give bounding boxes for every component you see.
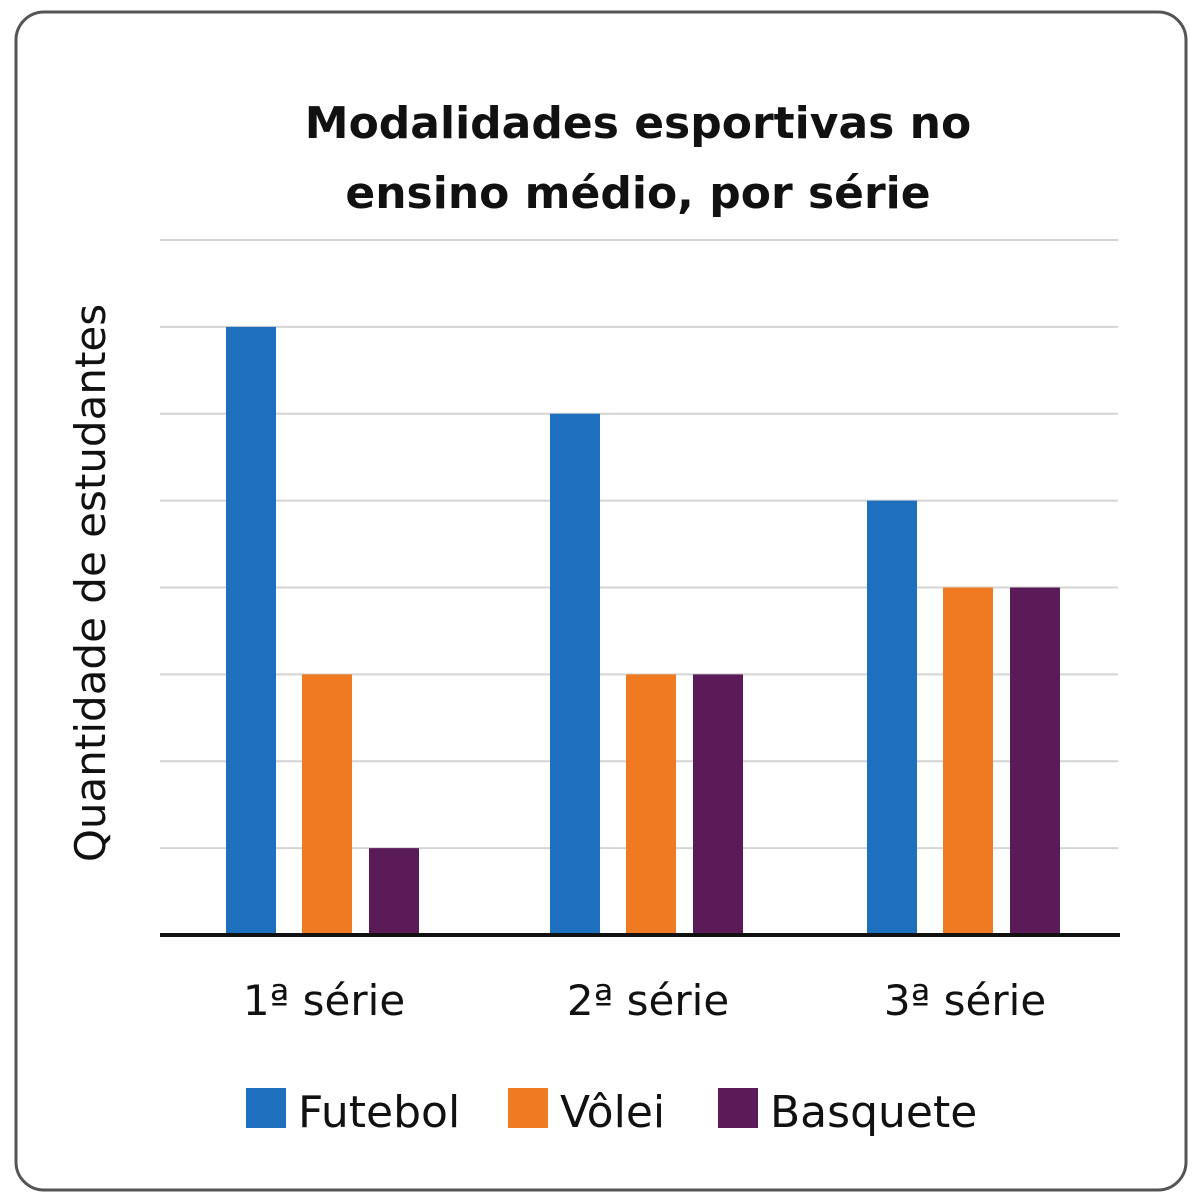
legend-swatch [246,1088,286,1128]
bar-volei-2 [626,674,676,935]
y-axis-label: Quantidade de estudantes [66,304,115,862]
bar-basquete-1 [369,848,419,935]
bar-futebol-2 [550,413,600,935]
legend-label: Basquete [770,1087,977,1138]
legend-label: Vôlei [560,1087,665,1138]
legend-item: Vôlei [508,1087,665,1138]
x-tick-label: 2ª série [567,976,729,1025]
bar-volei-3 [943,587,993,935]
bar-futebol-3 [867,500,917,935]
legend-item: Basquete [718,1087,977,1138]
x-tick-label: 3ª série [884,976,1046,1025]
bar-basquete-2 [693,674,743,935]
bar-futebol-1 [226,326,276,935]
legend-swatch [508,1088,548,1128]
x-tick-label: 1ª série [243,976,405,1025]
legend-swatch [718,1088,758,1128]
bar-basquete-3 [1010,587,1060,935]
legend-item: Futebol [246,1087,460,1138]
chart-title-line-2: ensino médio, por série [345,168,930,219]
legend-label: Futebol [298,1087,460,1138]
chart-title-line-1: Modalidades esportivas no [305,98,971,149]
bar-volei-1 [302,674,352,935]
